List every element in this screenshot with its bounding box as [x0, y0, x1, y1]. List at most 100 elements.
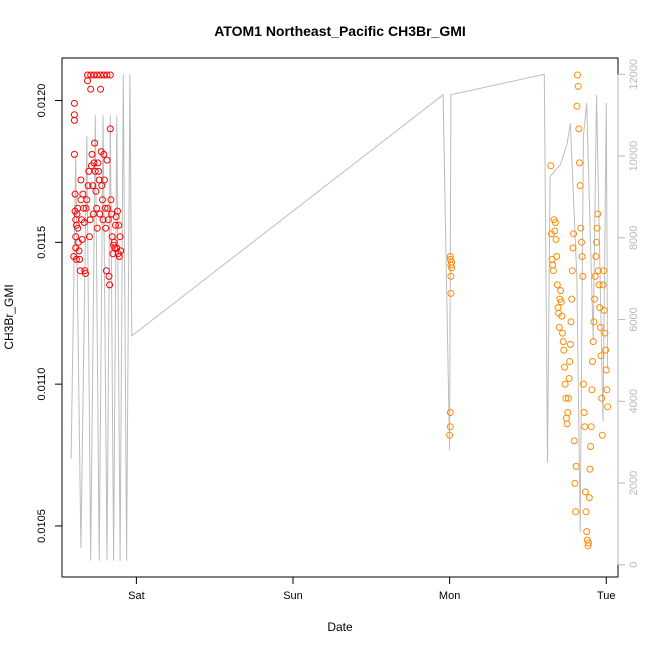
data-point-series2 [446, 431, 454, 439]
data-point-series1 [100, 150, 108, 158]
data-point-series2 [590, 318, 598, 326]
data-point-series2 [594, 210, 602, 218]
data-point-series2 [557, 298, 565, 306]
data-point-series2 [576, 159, 583, 167]
y-axis-right: 0 2000 4000 6000 8000 10000 12000 [617, 59, 640, 568]
data-point-series2 [549, 267, 557, 275]
data-point-series2 [601, 329, 609, 337]
data-point-series2 [600, 306, 608, 314]
data-point-series2 [589, 338, 597, 346]
y2-tick-label: 2000 [628, 471, 640, 495]
data-point-series2 [568, 295, 576, 303]
data-point-series2 [578, 238, 585, 246]
data-point-series2 [564, 409, 572, 416]
data-point-series1 [93, 204, 101, 212]
data-point-series1 [75, 247, 83, 255]
data-point-series2 [579, 272, 587, 280]
data-point-series2 [558, 312, 566, 320]
data-point-series1 [92, 187, 100, 195]
data-point-series1 [84, 77, 91, 85]
data-point-series1 [77, 196, 85, 204]
data-point-series1 [106, 71, 114, 79]
data-point-series1 [88, 150, 96, 158]
data-point-series2 [557, 287, 565, 295]
y-tick-label: 0.0105 [36, 509, 48, 543]
data-point-series1 [107, 196, 115, 204]
data-point-series2 [584, 542, 592, 550]
data-point-series2 [589, 358, 596, 365]
data-point-series2 [563, 420, 571, 428]
data-point-series2 [602, 346, 610, 354]
data-point-series2 [575, 125, 583, 133]
x-tick-label: Mon [439, 590, 460, 602]
data-point-series1 [108, 233, 116, 241]
data-point-series2 [595, 281, 603, 289]
data-point-series1 [76, 255, 84, 263]
altitude-line [70, 73, 609, 561]
x-tick-label: Tue [597, 590, 616, 602]
data-point-series2 [586, 465, 594, 473]
data-point-series2 [565, 375, 573, 382]
y-tick-label: 0.0115 [36, 226, 48, 259]
y-tick-label: 0.0110 [36, 368, 48, 401]
data-point-series1 [76, 267, 84, 275]
data-point-series1 [72, 233, 80, 241]
data-point-series2 [577, 224, 585, 232]
data-point-series1 [106, 281, 114, 289]
data-point-series2 [447, 289, 455, 297]
data-point-series2 [597, 352, 605, 360]
data-point-series2 [574, 71, 581, 79]
y2-tick-label: 0 [628, 562, 640, 568]
data-point-series1 [96, 210, 104, 218]
data-point-series2 [561, 380, 569, 388]
data-point-series2 [555, 323, 563, 331]
y-axis-label: CH3Br_GMI [2, 284, 16, 349]
x-tick-label: Sat [128, 590, 145, 602]
data-point-series2 [562, 414, 570, 422]
data-point-series2 [581, 488, 589, 496]
y-axis-left: 0.0105 0.0110 0.0115 0.0120 [36, 84, 63, 543]
data-point-series2 [572, 508, 580, 516]
data-point-series1 [102, 267, 110, 275]
data-point-series2 [562, 394, 570, 402]
data-point-series2 [576, 182, 584, 190]
data-point-series1 [104, 216, 112, 224]
data-point-series2 [561, 363, 568, 371]
data-point-series2 [448, 264, 456, 272]
data-point-series2 [598, 431, 606, 439]
y2-tick-label: 10000 [628, 141, 640, 172]
data-points-layer [70, 71, 612, 550]
chart-title: ATOM1 Northeast_Pacific CH3Br_GMI [214, 23, 466, 39]
data-point-series1 [116, 233, 124, 241]
data-point-series1 [70, 150, 78, 158]
data-point-series1 [78, 236, 86, 243]
data-point-series2 [604, 403, 612, 411]
data-point-series1 [115, 221, 123, 229]
data-point-series1 [70, 111, 78, 119]
data-point-series2 [596, 323, 604, 331]
data-point-series2 [585, 494, 593, 502]
data-point-series1 [93, 224, 101, 232]
data-point-series1 [79, 190, 87, 198]
data-point-series2 [564, 394, 572, 402]
data-point-series1 [99, 216, 107, 224]
data-point-series1 [101, 204, 109, 212]
data-point-series1 [93, 71, 101, 79]
y2-tick-label: 8000 [628, 226, 640, 250]
data-point-series2 [566, 340, 574, 348]
data-point-series2 [547, 162, 555, 170]
data-point-series2 [593, 238, 600, 246]
data-point-series1 [86, 216, 94, 224]
data-point-series2 [578, 253, 586, 260]
x-axis: Sat Sun Mon Tue [128, 576, 616, 602]
data-point-series2 [569, 244, 577, 252]
data-point-series2 [570, 230, 578, 238]
data-point-series1 [80, 204, 87, 212]
data-point-series2 [581, 423, 589, 431]
x-tick-label: Sun [283, 590, 303, 602]
data-point-series2 [552, 236, 560, 243]
data-point-series2 [571, 479, 579, 487]
data-point-series1 [91, 139, 99, 147]
data-point-series2 [566, 358, 574, 365]
data-point-series1 [95, 167, 102, 175]
